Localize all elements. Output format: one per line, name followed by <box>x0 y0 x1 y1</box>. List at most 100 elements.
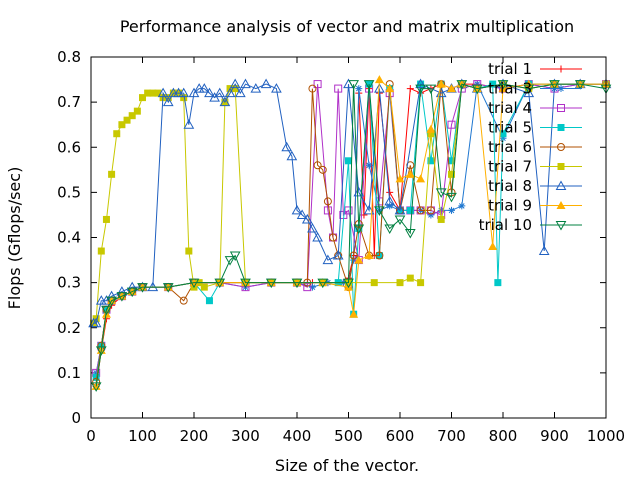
y-axis-label: Flops (Gflops/sec) <box>5 167 24 310</box>
legend-label: trial 4 <box>488 99 532 117</box>
data-point <box>555 180 567 190</box>
data-point <box>322 254 334 265</box>
data-point <box>149 89 157 97</box>
legend-item: trial 4 <box>488 99 582 117</box>
data-point <box>168 87 179 98</box>
y-tick-label: 0 <box>71 409 81 427</box>
series-line <box>95 83 607 387</box>
data-point <box>363 80 375 90</box>
y-tick-label: 0.5 <box>57 183 81 201</box>
data-point <box>415 78 426 89</box>
data-point <box>188 278 200 289</box>
data-point <box>448 206 455 214</box>
data-point <box>396 279 404 287</box>
data-point <box>415 84 426 95</box>
data-point <box>497 80 509 90</box>
data-point <box>538 245 550 256</box>
data-point <box>374 83 385 93</box>
legend-item: trial 8 <box>488 177 582 195</box>
data-point <box>240 78 251 89</box>
data-point <box>307 222 318 233</box>
data-point <box>185 247 193 255</box>
x-tick-label: 600 <box>386 427 415 445</box>
data-point <box>416 206 425 215</box>
data-point <box>183 119 195 129</box>
data-point <box>224 87 236 98</box>
data-point <box>447 84 456 93</box>
data-point <box>343 278 354 289</box>
data-point <box>394 204 406 215</box>
data-point <box>334 84 343 93</box>
data-point <box>90 382 102 392</box>
data-point <box>447 120 456 129</box>
data-point <box>126 287 138 298</box>
data-point <box>313 161 322 170</box>
data-point <box>557 65 565 73</box>
data-point <box>323 197 332 206</box>
data-point <box>173 87 184 98</box>
x-tick-label: 0 <box>86 427 96 445</box>
data-point <box>162 283 174 293</box>
data-point <box>384 224 396 234</box>
data-point <box>406 274 414 282</box>
x-tick-label: 100 <box>128 427 157 445</box>
data-point <box>344 206 353 215</box>
data-point <box>234 87 246 98</box>
data-point <box>437 206 445 214</box>
data-point <box>555 221 567 231</box>
data-point <box>188 87 200 98</box>
data-point <box>557 143 565 151</box>
data-point <box>95 295 107 305</box>
data-point <box>435 188 447 198</box>
data-point <box>557 163 565 170</box>
data-point <box>229 251 241 262</box>
data-point <box>286 150 298 161</box>
data-point <box>240 278 251 289</box>
data-point <box>323 206 332 215</box>
legend-label: trial 8 <box>488 177 532 195</box>
data-point <box>205 297 213 305</box>
data-point <box>303 283 312 292</box>
data-point <box>92 373 100 381</box>
data-point <box>154 89 162 97</box>
data-point <box>384 195 396 206</box>
data-point <box>523 84 535 95</box>
legend-label: trial 6 <box>488 138 532 156</box>
data-point <box>204 87 215 98</box>
data-point <box>489 80 497 88</box>
y-tick-label: 0.4 <box>57 229 81 247</box>
data-point <box>224 256 236 266</box>
data-point <box>329 233 338 242</box>
legend-item: trial 6 <box>488 138 582 156</box>
data-point <box>193 83 205 93</box>
legend-label: trial 5 <box>488 119 532 137</box>
legend-item: trial 1 <box>488 60 582 78</box>
legend-label: trial 10 <box>479 216 532 234</box>
data-point <box>90 317 102 328</box>
data-point <box>370 279 378 287</box>
x-axis-label: Size of the vector. <box>275 456 419 475</box>
data-point <box>364 251 374 260</box>
data-point <box>499 130 507 138</box>
x-tick-label: 300 <box>231 427 260 445</box>
data-point <box>162 96 174 107</box>
data-point <box>179 296 188 305</box>
y-tick-label: 0.3 <box>57 274 81 292</box>
data-point <box>471 84 483 95</box>
plot-area-frame <box>90 56 607 419</box>
data-point <box>108 170 116 178</box>
data-point <box>214 278 226 289</box>
data-point <box>425 84 437 95</box>
x-tick-label: 900 <box>540 427 569 445</box>
data-point <box>374 206 385 216</box>
data-point <box>427 157 435 165</box>
data-point <box>448 170 455 178</box>
data-point <box>385 84 395 93</box>
y-tick-label: 0.1 <box>57 364 81 382</box>
legend-item: trial 5 <box>488 119 582 137</box>
data-point <box>348 80 360 90</box>
data-point <box>102 215 110 223</box>
data-point <box>394 215 406 225</box>
data-point <box>574 80 586 90</box>
data-point <box>271 83 282 93</box>
